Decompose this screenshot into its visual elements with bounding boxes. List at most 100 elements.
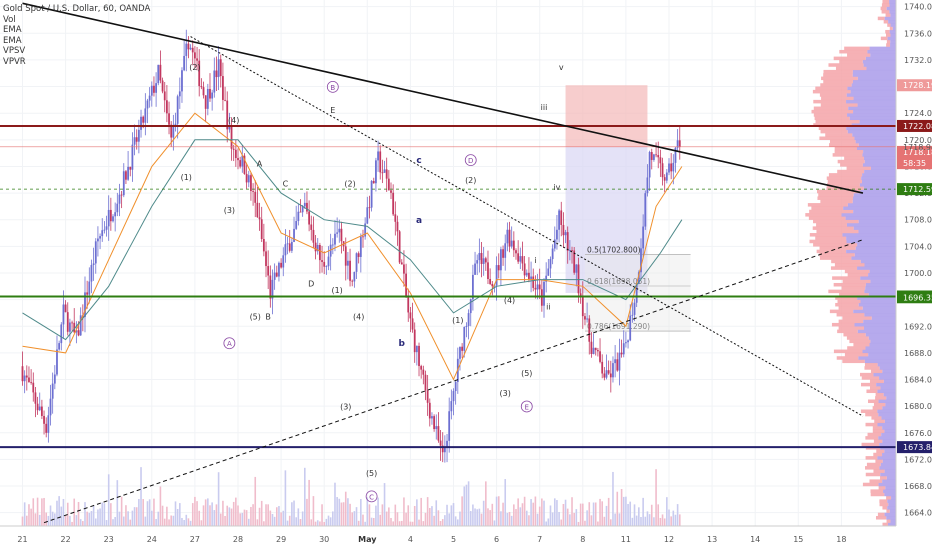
candle-body[interactable] [77,330,80,336]
candle-body[interactable] [94,241,97,264]
candle-body[interactable] [107,209,110,227]
candle-body[interactable] [142,116,145,123]
candle-body[interactable] [428,402,431,419]
candle-body[interactable] [532,276,535,288]
candle-body[interactable] [269,275,272,299]
candle-body[interactable] [366,207,369,224]
candle-body[interactable] [648,152,651,178]
candle-body[interactable] [262,239,265,252]
candle-body[interactable] [489,278,492,284]
price-tag[interactable] [897,119,932,132]
candle-body[interactable] [191,47,194,53]
candle-body[interactable] [672,162,675,172]
candle-body[interactable] [176,96,179,124]
candle-body[interactable] [551,248,554,260]
candle-body[interactable] [21,366,24,382]
candle-body[interactable] [196,58,198,61]
candle-body[interactable] [661,163,664,178]
candle-body[interactable] [463,326,466,351]
candle-body[interactable] [528,272,530,279]
candle-body[interactable] [396,221,399,232]
candle-body[interactable] [209,88,211,99]
candle-body[interactable] [69,322,71,332]
candle-body[interactable] [538,284,541,290]
candle-body[interactable] [459,346,461,359]
candle-body[interactable] [36,403,39,411]
candle-body[interactable] [90,264,93,282]
candle-body[interactable] [629,315,632,341]
candle-body[interactable] [433,416,436,430]
candle-body[interactable] [23,375,26,382]
candle-body[interactable] [159,64,162,81]
candle-body[interactable] [290,241,293,251]
price-tag[interactable] [897,157,932,170]
candle-body[interactable] [38,406,41,411]
candle-body[interactable] [331,244,334,246]
candle-body[interactable] [32,382,35,393]
candle-body[interactable] [454,382,457,392]
candle-body[interactable] [601,361,604,374]
stop-loss-zone[interactable] [565,85,648,147]
candle-body[interactable] [435,426,438,430]
candle-body[interactable] [103,229,106,231]
drawing-lines[interactable] [0,2,896,524]
candle-body[interactable] [357,253,360,257]
price-tag[interactable] [897,183,932,196]
candle-body[interactable] [347,260,349,266]
candle-body[interactable] [368,207,371,209]
candle-body[interactable] [165,100,168,114]
candle-body[interactable] [437,426,440,441]
candle-body[interactable] [148,95,151,101]
candle-body[interactable] [381,172,384,174]
candle-body[interactable] [163,91,166,101]
candle-body[interactable] [239,160,242,167]
candle-body[interactable] [101,230,104,237]
candle-body[interactable] [146,100,149,109]
candle-body[interactable] [336,232,339,234]
candle-body[interactable] [663,177,666,181]
candle-body[interactable] [478,252,481,261]
candle-body[interactable] [504,243,507,258]
candle-body[interactable] [181,70,183,92]
candle-body[interactable] [194,52,196,59]
candle-body[interactable] [247,175,250,183]
candle-body[interactable] [66,312,69,332]
candle-body[interactable] [237,158,239,161]
candle-body[interactable] [265,251,267,267]
candle-body[interactable] [562,224,565,236]
candle-body[interactable] [497,265,500,271]
candle-body[interactable] [234,149,237,159]
candle-body[interactable] [372,180,375,184]
candle-body[interactable] [594,347,597,351]
candle-body[interactable] [282,255,285,268]
candle-body[interactable] [467,313,470,326]
legend-indicator-vpvr[interactable]: VPVR [3,56,26,67]
candle-body[interactable] [603,373,606,378]
candle-body[interactable] [640,248,642,273]
candle-body[interactable] [523,263,526,276]
candle-body[interactable] [616,359,619,371]
candle-body[interactable] [474,263,476,275]
candle-body[interactable] [349,260,351,281]
candle-body[interactable] [217,59,220,78]
price-tag[interactable] [897,145,932,158]
candle-body[interactable] [605,370,608,378]
candle-body[interactable] [34,392,37,404]
candle-body[interactable] [653,154,655,160]
candle-body[interactable] [596,350,599,352]
candle-body[interactable] [484,258,487,263]
candle-body[interactable] [308,211,311,225]
candle-body[interactable] [297,211,300,222]
candle-body[interactable] [521,256,524,264]
candle-body[interactable] [215,70,218,78]
candle-body[interactable] [556,229,558,240]
candle-body[interactable] [420,366,423,370]
price-tag[interactable] [897,441,932,454]
candle-body[interactable] [487,262,489,279]
candle-body[interactable] [75,330,78,333]
candle-body[interactable] [536,284,539,290]
candle-body[interactable] [364,223,367,237]
price-tag[interactable] [897,291,932,304]
candle-body[interactable] [245,173,248,183]
candle-body[interactable] [170,124,173,138]
